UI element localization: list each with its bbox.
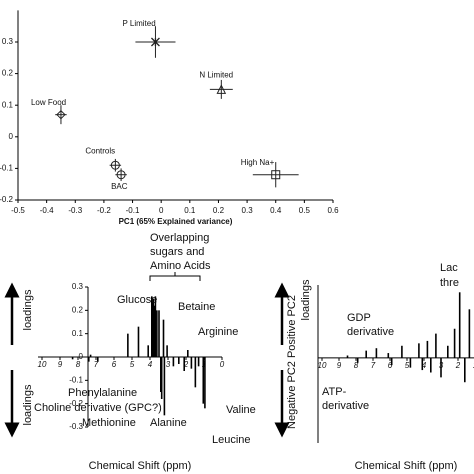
point (56, 109, 66, 120)
point-label: BAC (111, 182, 128, 191)
annotation: Alanine (150, 417, 187, 429)
x-tick-label: 8 (354, 361, 359, 370)
y-tick-label: 0 (79, 352, 84, 361)
x-tick-label: 9 (58, 360, 63, 369)
y-axis-label: loadings (22, 289, 34, 330)
annotation: Lac (440, 262, 458, 274)
x-tick-label: 8 (76, 360, 81, 369)
point-label: N Limited (199, 71, 233, 80)
x-tick-label: 7 (371, 361, 376, 370)
y-tick-label: -0.1 (69, 375, 83, 384)
annotation: Leucine (212, 434, 251, 446)
x-tick-label: 1 (473, 361, 474, 370)
x-tick-label: 10 (38, 360, 47, 369)
annotation: Betaine (178, 301, 215, 313)
y-axis-label: Negative PC2 Positive PC2 (286, 295, 298, 429)
annotation: Amino Acids (150, 260, 211, 272)
x-tick-label: 0.6 (327, 206, 339, 215)
annotation: Choline derivative (GPC?) (34, 402, 162, 414)
x-tick-label: 4 (148, 360, 153, 369)
x-tick-label: 5 (405, 361, 410, 370)
x-tick-label: 2 (455, 361, 461, 370)
x-tick-label: 6 (388, 361, 393, 370)
arrows (4, 272, 290, 438)
annotation: Valine (226, 404, 256, 416)
x-tick-label: 5 (130, 360, 135, 369)
y-tick-label: 0.2 (72, 305, 84, 314)
annotation: Glucose (117, 294, 157, 306)
annotation: sugars and (150, 246, 204, 258)
x-tick-label: 0 (159, 206, 164, 215)
annotation: ATP- (322, 386, 347, 398)
y-axis-label: loadings (300, 279, 312, 320)
x-tick-label: 2 (183, 360, 189, 369)
y-tick-label: 0 (9, 132, 14, 141)
x-tick-label: 0.1 (184, 206, 196, 215)
y-tick-label: -0.3 (69, 422, 83, 431)
annotation: thre (440, 277, 459, 289)
x-tick-label: 4 (422, 361, 427, 370)
point (116, 170, 126, 180)
x-tick-label: -0.2 (97, 206, 111, 215)
y-tick-label: -0.2 (0, 195, 14, 204)
y-axis-label: loadings (22, 384, 34, 425)
x-axis-label: PC1 (65% Explained variance) (119, 217, 233, 226)
y-tick-label: 0.1 (72, 329, 84, 338)
y-tick-label: 0.3 (72, 282, 84, 291)
point (216, 84, 227, 94)
x-tick-label: -0.3 (68, 206, 82, 215)
y-tick-label: -0.1 (0, 164, 14, 173)
bracket (149, 272, 201, 281)
x-tick-label: -0.4 (40, 206, 54, 215)
y-tick-label: 0.3 (2, 37, 14, 46)
point-label: Low Food (31, 98, 66, 107)
annotation: Phenylalanine (68, 387, 137, 399)
annotation: Arginine (198, 326, 238, 338)
x-tick-label: 0.5 (299, 206, 311, 215)
x-tick-label: 10 (318, 361, 327, 370)
y-tick-label: 0.2 (2, 69, 14, 78)
x-tick-label: 6 (112, 360, 117, 369)
x-tick-label: 0.3 (242, 206, 254, 215)
x-tick-label: 0.4 (270, 206, 282, 215)
point-label: Controls (85, 146, 115, 155)
annotation: derivative (322, 400, 369, 412)
x-tick-label: -0.1 (126, 206, 140, 215)
annotation: Overlapping (150, 232, 209, 244)
x-tick-label: 7 (94, 360, 99, 369)
y-tick-label: -0.2 (69, 399, 83, 408)
x-tick-label: -0.5 (11, 206, 25, 215)
point-label: High Na+ (241, 158, 275, 167)
x-axis-label: Chemical Shift (ppm) (89, 460, 192, 472)
point-label: P Limited (122, 19, 155, 28)
point (150, 37, 160, 47)
annotation: GDP (347, 312, 371, 324)
point (271, 170, 281, 180)
x-tick-label: 0 (220, 360, 225, 369)
x-tick-label: 0.2 (213, 206, 225, 215)
plots: -0.5 -0.4 -0.3 -0.2 -0.1 0 0.1 0.2 0.3 0.4 0.5 0.6 -… (0, 10, 474, 472)
x-tick-label: 3 (166, 360, 171, 369)
annotation: derivative (347, 326, 394, 338)
x-axis-label: Chemical Shift (ppm) (355, 460, 458, 472)
x-tick-label: 9 (337, 361, 342, 370)
point (110, 160, 120, 170)
annotation: Methionine (82, 417, 136, 429)
y-tick-label: 0.1 (2, 100, 14, 109)
